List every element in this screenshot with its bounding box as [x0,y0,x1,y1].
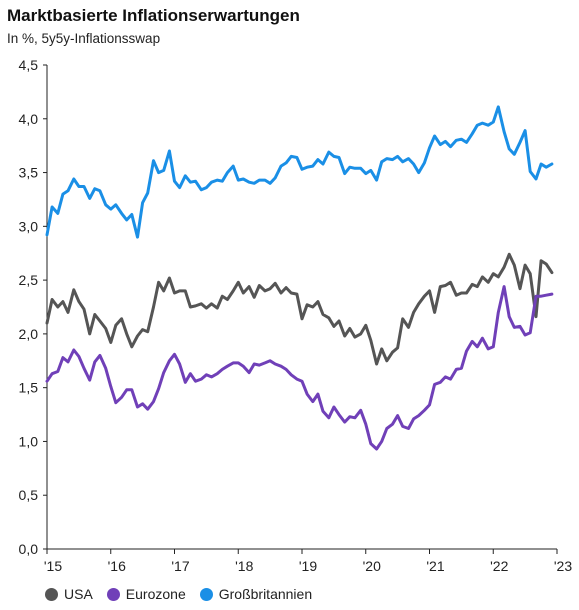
x-tick-label: '23 [554,558,572,574]
x-tick-label: '15 [44,558,62,574]
x-tick-label: '21 [426,558,444,574]
y-tick-label: 4,5 [19,57,39,73]
y-tick-label: 1,0 [19,433,39,449]
x-tick-label: '18 [235,558,253,574]
chart-title: Marktbasierte Inflationserwartungen [7,6,300,25]
chart-subtitle: In %, 5y5y-Inflationsswap [7,31,161,46]
y-tick-label: 2,0 [19,326,39,342]
y-axis-ticks: 4,5 4,0 3,5 3,0 2,5 2,0 1,5 1,0 0,5 0,0 [19,57,47,557]
x-tick-label: '17 [171,558,189,574]
y-tick-label: 3,5 [19,165,39,181]
legend-label-eurozone: Eurozone [125,586,186,602]
series-lines [45,105,554,451]
y-tick-label: 3,0 [19,218,39,234]
y-tick-label: 0,0 [19,541,39,557]
x-tick-label: '19 [299,558,317,574]
legend-swatch-usa [45,587,58,601]
y-tick-label: 2,5 [19,272,39,288]
y-tick-label: 1,5 [19,380,39,396]
legend-label-usa: USA [64,586,93,602]
x-axis-ticks: '15 '16 '17 '18 '19 '20 '21 '22 '23 [44,549,572,574]
series-line-usa [45,252,554,366]
chart-axes [46,65,557,550]
series-line-grossbritannien [45,105,554,239]
x-tick-label: '20 [363,558,381,574]
legend-item-usa: USA [45,586,93,602]
x-tick-label: '22 [490,558,508,574]
legend-label-grossbritannien: Großbritannien [218,586,313,602]
legend-swatch-grossbritannien [199,587,213,601]
legend-item-eurozone: Eurozone [106,586,186,602]
y-tick-label: 0,5 [19,487,39,503]
chart-legend: USA Eurozone Großbritannien [45,586,326,602]
legend-swatch-eurozone [106,587,120,601]
x-tick-label: '16 [108,558,126,574]
legend-item-grossbritannien: Großbritannien [199,586,313,602]
series-line-eurozone [45,285,554,451]
y-tick-label: 4,0 [19,111,39,127]
